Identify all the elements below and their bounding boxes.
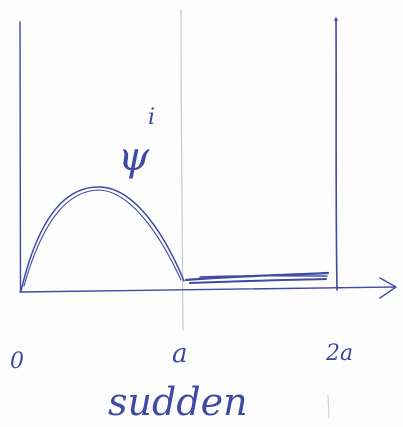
zero-region-scribble-3 xyxy=(199,275,328,278)
psi-initial-curve-overtrace xyxy=(23,189,182,287)
zero-region-scribble-2 xyxy=(189,278,327,284)
left-wall xyxy=(19,21,22,293)
right-wall-top-dot xyxy=(334,18,338,22)
right-wall-2a xyxy=(335,17,338,291)
caption-sudden: sudden xyxy=(108,380,248,424)
faint-mark-near-caption xyxy=(327,394,330,419)
psi-superscript: i xyxy=(148,105,155,130)
tick-label-2a: 2a xyxy=(325,341,353,366)
x-axis-arrowhead xyxy=(379,277,397,299)
tick-label-a: a xyxy=(172,339,188,369)
tick-label-origin: 0 xyxy=(10,349,24,374)
x-axis xyxy=(19,286,395,293)
psi-initial-curve xyxy=(20,186,185,292)
faint-line-at-a xyxy=(180,9,184,331)
psi-label: ψ xyxy=(118,134,150,180)
